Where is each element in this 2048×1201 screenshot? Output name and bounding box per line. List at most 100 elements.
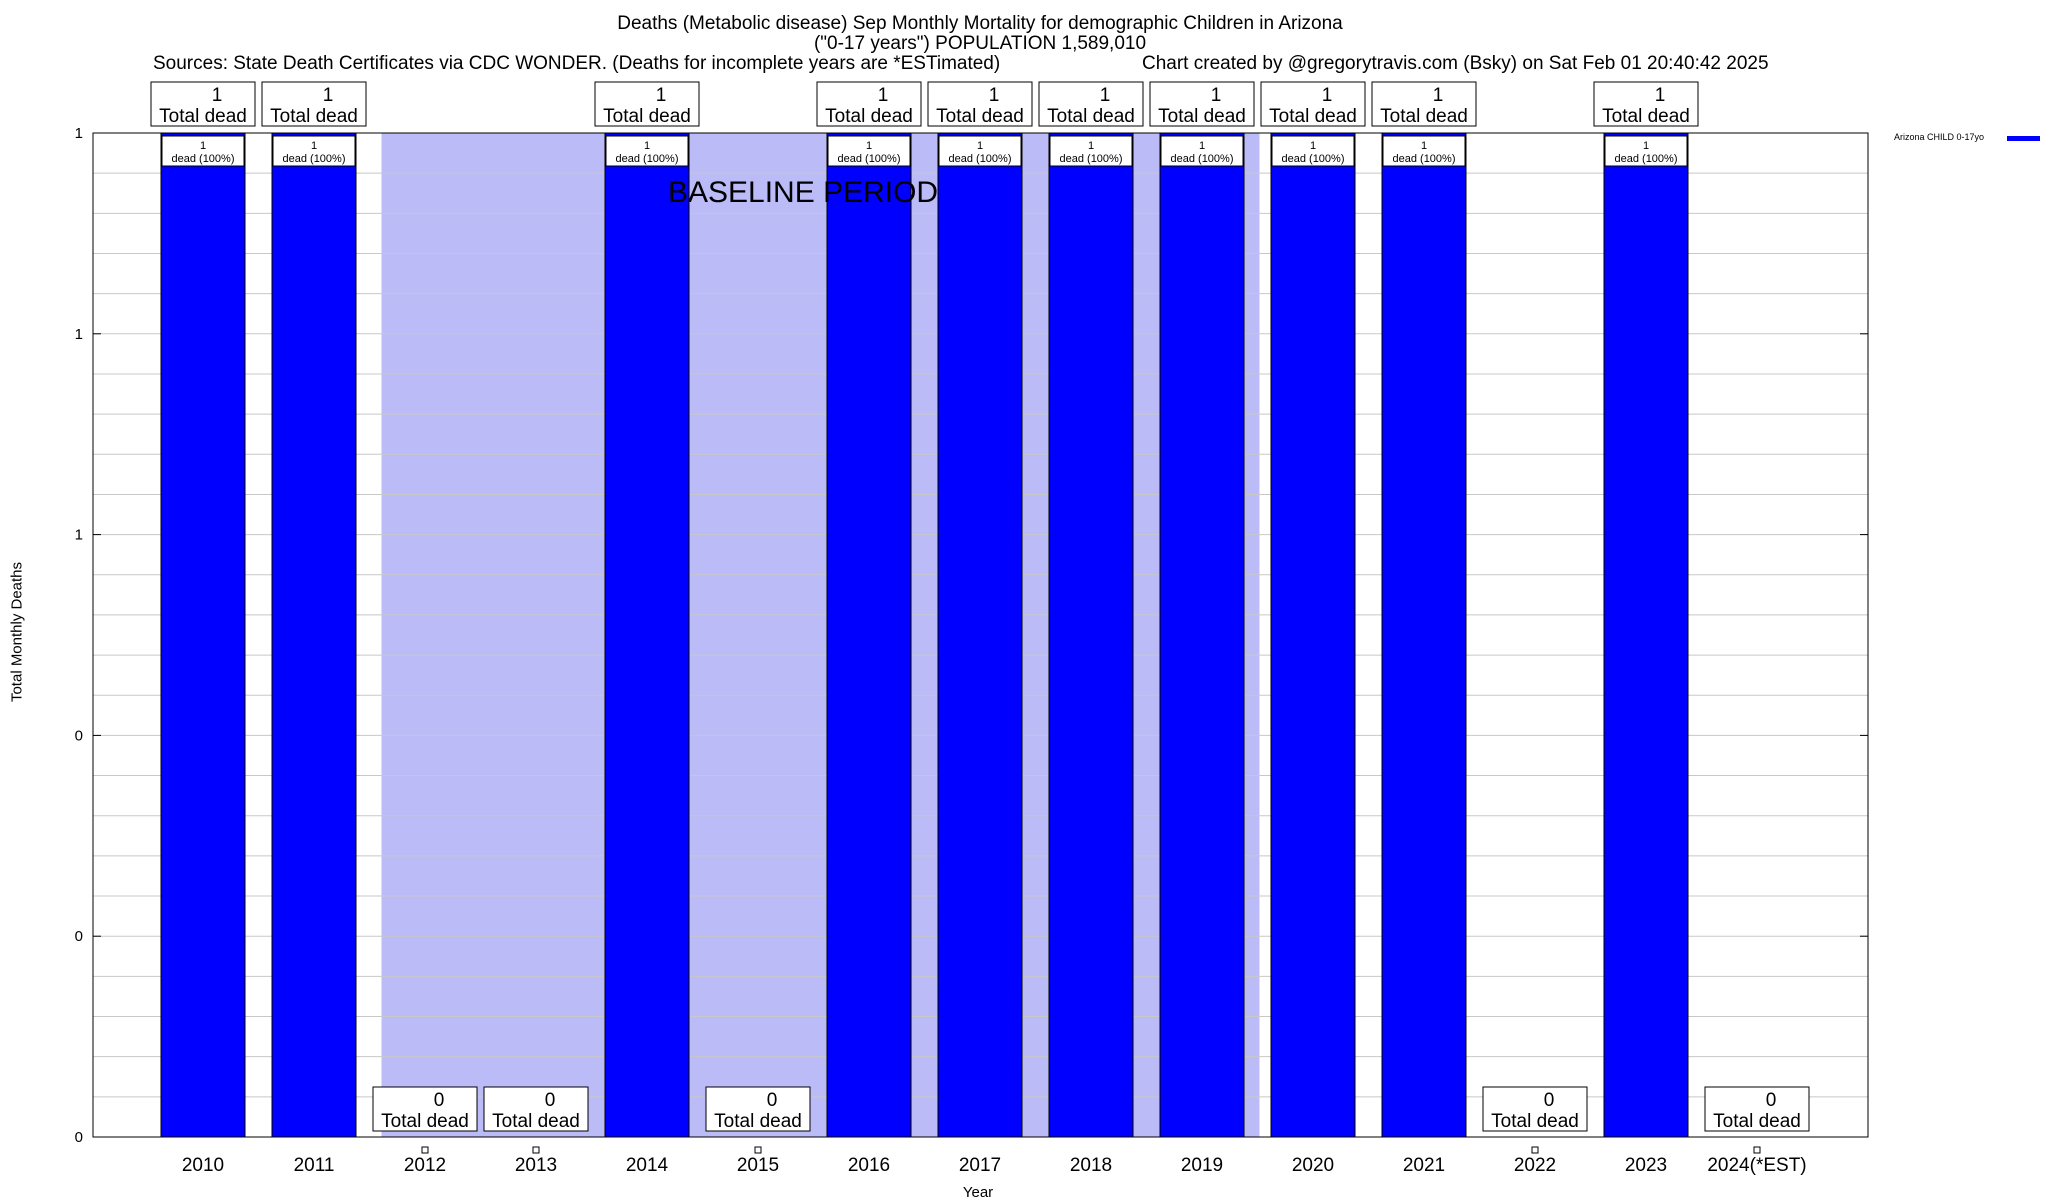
- bar-inner-label-count: 1: [1199, 140, 1205, 152]
- zero-label-box: [1704, 1086, 1810, 1132]
- bar: [1381, 132, 1467, 1138]
- top-label-text: Total dead: [270, 106, 358, 127]
- zero-label-count: 0: [434, 1090, 445, 1111]
- chart-credit: Chart created by @gregorytravis.com (Bsk…: [1142, 53, 1769, 74]
- bar-inner-label-box: [605, 135, 689, 167]
- bar-inner-label-box: [938, 135, 1022, 167]
- bar: [937, 132, 1023, 1138]
- bar-inner-label-box: [272, 135, 356, 167]
- x-tick-label: 2024(*EST): [1707, 1155, 1806, 1176]
- plot-frame: [92, 132, 1869, 1138]
- bar-inner-label-box: [1160, 135, 1244, 167]
- chart-subtitle: ("0-17 years") POPULATION 1,589,010: [813, 33, 1147, 54]
- bar-inner-label-count: 1: [644, 140, 650, 152]
- bar-inner-label-count: 1: [866, 140, 872, 152]
- top-label-text: Total dead: [1047, 106, 1135, 127]
- top-label-box: [594, 81, 700, 127]
- top-label-count: 1: [989, 85, 1000, 106]
- zero-label-count: 0: [1766, 1090, 1777, 1111]
- top-label-box: [1038, 81, 1144, 127]
- bar-inner-label-text: dead (100%): [172, 153, 235, 165]
- legend-label: Arizona CHILD 0-17yo: [1894, 132, 1985, 142]
- top-label-text: Total dead: [159, 106, 247, 127]
- x-tick-label: 2013: [515, 1155, 557, 1176]
- top-label-box: [150, 81, 256, 127]
- zero-label-box: [483, 1086, 589, 1132]
- top-label-box: [1260, 81, 1366, 127]
- top-label-count: 1: [1322, 85, 1333, 106]
- y-tick-label: 0: [75, 1129, 83, 1146]
- top-label-count: 1: [212, 85, 223, 106]
- bar-inner-label-text: dead (100%): [283, 153, 346, 165]
- top-label-count: 1: [1211, 85, 1222, 106]
- top-label-box: [1149, 81, 1255, 127]
- top-label-count: 1: [1100, 85, 1111, 106]
- top-label-count: 1: [1433, 85, 1444, 106]
- bar: [826, 132, 912, 1138]
- top-label-text: Total dead: [1602, 106, 1690, 127]
- top-label-text: Total dead: [603, 106, 691, 127]
- bar-inner-label-count: 1: [1088, 140, 1094, 152]
- y-tick-label: 0: [75, 928, 83, 945]
- bar-inner-label-count: 1: [1643, 140, 1649, 152]
- bar-inner-label-box: [827, 135, 911, 167]
- y-tick-label: 0: [75, 727, 83, 744]
- zero-label-text: Total dead: [1713, 1111, 1801, 1132]
- bar-inner-label-box: [161, 135, 245, 167]
- zero-label-box: [1482, 1086, 1588, 1132]
- bar-inner-label-count: 1: [977, 140, 983, 152]
- zero-label-text: Total dead: [492, 1111, 580, 1132]
- bar: [1048, 132, 1134, 1138]
- zero-label-box: [372, 1086, 478, 1132]
- top-label-text: Total dead: [1380, 106, 1468, 127]
- y-tick-label: 1: [75, 326, 83, 343]
- baseline-label: BASELINE PERIOD: [668, 176, 938, 209]
- top-label-count: 1: [323, 85, 334, 106]
- bar-inner-label-text: dead (100%): [1393, 153, 1456, 165]
- x-tick-label: 2020: [1292, 1155, 1334, 1176]
- top-label-count: 1: [1655, 85, 1666, 106]
- x-tick-label: 2011: [294, 1155, 335, 1176]
- top-label-text: Total dead: [936, 106, 1024, 127]
- zero-label-count: 0: [767, 1090, 778, 1111]
- top-label-box: [1593, 81, 1699, 127]
- top-label-text: Total dead: [1269, 106, 1357, 127]
- x-tick-label: 2019: [1181, 1155, 1223, 1176]
- bar-inner-label-text: dead (100%): [616, 153, 679, 165]
- x-tick-label: 2022: [1514, 1155, 1556, 1176]
- bar: [271, 132, 357, 1138]
- bar-inner-label-count: 1: [200, 140, 206, 152]
- x-tick-label: 2015: [737, 1155, 779, 1176]
- bar-inner-label-count: 1: [1421, 140, 1427, 152]
- chart-title: Deaths (Metabolic disease) Sep Monthly M…: [617, 13, 1343, 34]
- chart-sources: Sources: State Death Certificates via CD…: [153, 53, 1001, 74]
- x-tick-label: 2018: [1070, 1155, 1112, 1176]
- zero-label-box: [705, 1086, 811, 1132]
- bar-inner-label-text: dead (100%): [838, 153, 901, 165]
- top-label-box: [261, 81, 367, 127]
- top-label-box: [927, 81, 1033, 127]
- zero-marker: [1753, 1146, 1761, 1154]
- bar-inner-label-text: dead (100%): [1615, 153, 1678, 165]
- bar-inner-label-text: dead (100%): [1060, 153, 1123, 165]
- x-tick-label: 2021: [1403, 1155, 1445, 1176]
- zero-label-count: 0: [545, 1090, 556, 1111]
- zero-marker: [1531, 1146, 1539, 1154]
- top-label-count: 1: [656, 85, 667, 106]
- bar: [1270, 132, 1356, 1138]
- bar-inner-label-text: dead (100%): [949, 153, 1012, 165]
- top-label-text: Total dead: [825, 106, 913, 127]
- bar-inner-label-box: [1604, 135, 1688, 167]
- bar: [1159, 132, 1245, 1138]
- legend-swatch: [2007, 136, 2040, 141]
- bar-inner-label-box: [1382, 135, 1466, 167]
- zero-label-count: 0: [1544, 1090, 1555, 1111]
- y-tick-label: 1: [75, 125, 83, 142]
- x-tick-label: 2016: [848, 1155, 890, 1176]
- bar-inner-label-text: dead (100%): [1171, 153, 1234, 165]
- top-label-box: [1371, 81, 1477, 127]
- x-axis-label: Year: [962, 1184, 994, 1201]
- bar: [1603, 132, 1689, 1138]
- zero-marker: [421, 1146, 429, 1154]
